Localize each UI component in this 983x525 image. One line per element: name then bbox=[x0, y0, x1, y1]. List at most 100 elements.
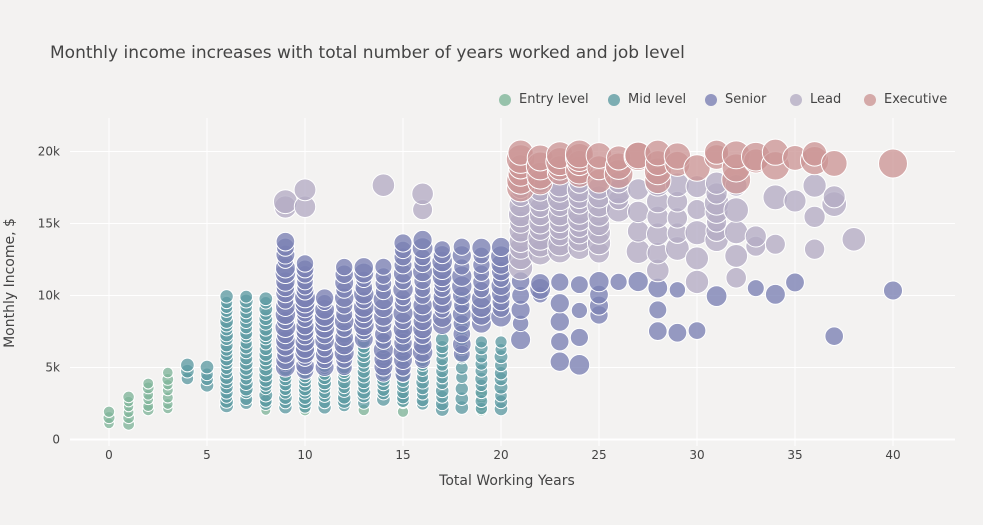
chart-title: Monthly income increases with total numb… bbox=[50, 43, 685, 63]
data-point bbox=[569, 327, 589, 348]
data-point bbox=[764, 283, 786, 305]
data-point bbox=[471, 237, 492, 258]
data-point bbox=[609, 272, 628, 291]
data-point bbox=[626, 219, 650, 243]
x-tick-label: 20 bbox=[493, 448, 508, 462]
data-point bbox=[180, 357, 195, 373]
data-point bbox=[510, 329, 532, 351]
data-point bbox=[803, 238, 826, 260]
data-point bbox=[820, 149, 848, 177]
data-point bbox=[102, 405, 116, 418]
data-point bbox=[549, 351, 570, 372]
legend-label: Entry level bbox=[519, 92, 589, 107]
data-point bbox=[452, 237, 471, 256]
axes: 0 5 10 15 20 25 30 35 40 0 5k 10k 15k 20k bbox=[38, 145, 901, 463]
data-point bbox=[684, 269, 710, 295]
data-point bbox=[199, 359, 215, 375]
data-point bbox=[785, 272, 805, 293]
data-point bbox=[744, 225, 767, 248]
data-point bbox=[550, 331, 570, 352]
data-point bbox=[724, 244, 749, 268]
data-point bbox=[374, 257, 393, 276]
data-point bbox=[625, 238, 651, 264]
data-point bbox=[878, 148, 908, 179]
data-point bbox=[219, 289, 234, 304]
data-point bbox=[783, 189, 807, 213]
legend-item-entry-level[interactable]: Entry level bbox=[499, 92, 589, 107]
data-point bbox=[725, 267, 747, 289]
legend-marker bbox=[790, 93, 802, 106]
data-point bbox=[824, 326, 844, 346]
data-point bbox=[293, 178, 317, 202]
data-point bbox=[667, 322, 688, 343]
data-point bbox=[568, 354, 591, 376]
y-axis-title: Monthly Income, $ bbox=[2, 218, 18, 348]
data-point bbox=[570, 301, 589, 320]
data-point bbox=[627, 270, 649, 293]
data-point bbox=[687, 321, 707, 340]
data-point bbox=[684, 246, 710, 271]
y-tick-label: 5k bbox=[45, 361, 60, 375]
data-point bbox=[764, 233, 786, 255]
data-point bbox=[746, 279, 765, 298]
data-point bbox=[335, 257, 354, 277]
legend-marker bbox=[705, 93, 717, 106]
data-point bbox=[668, 281, 687, 299]
data-point bbox=[882, 280, 904, 301]
x-tick-label: 35 bbox=[787, 448, 802, 462]
data-point bbox=[275, 231, 296, 252]
x-tick-label: 5 bbox=[203, 448, 211, 462]
legend-item-senior[interactable]: Senior bbox=[705, 92, 766, 107]
data-point bbox=[627, 200, 650, 224]
data-point bbox=[802, 173, 827, 198]
x-tick-label: 15 bbox=[395, 448, 410, 462]
x-tick-label: 40 bbox=[885, 448, 900, 462]
data-point bbox=[239, 289, 254, 304]
legend-marker bbox=[864, 93, 876, 106]
y-tick-label: 10k bbox=[38, 289, 60, 303]
data-point bbox=[454, 381, 469, 396]
data-point bbox=[803, 205, 826, 228]
legend-label: Executive bbox=[884, 92, 948, 107]
data-point bbox=[142, 377, 155, 390]
data-point bbox=[412, 229, 433, 251]
legend-item-mid-level[interactable]: Mid level bbox=[608, 92, 686, 107]
y-tick-label: 15k bbox=[38, 217, 60, 231]
data-point bbox=[705, 285, 728, 307]
data-point bbox=[490, 236, 512, 258]
data-point bbox=[550, 272, 570, 292]
x-tick-label: 30 bbox=[689, 448, 704, 462]
legend-label: Senior bbox=[725, 92, 767, 107]
data-point bbox=[549, 311, 570, 332]
data-point bbox=[122, 390, 135, 404]
data-point bbox=[393, 233, 413, 253]
data-point bbox=[314, 288, 335, 308]
data-points bbox=[102, 138, 908, 431]
data-point bbox=[822, 185, 846, 209]
data-point bbox=[411, 182, 434, 206]
data-point bbox=[549, 293, 570, 314]
data-point bbox=[494, 335, 508, 349]
legend-item-lead[interactable]: Lead bbox=[790, 92, 841, 107]
data-point bbox=[648, 300, 668, 320]
legend-item-executive[interactable]: Executive bbox=[864, 92, 947, 107]
data-point bbox=[161, 366, 174, 379]
data-point bbox=[569, 275, 589, 295]
x-tick-label: 25 bbox=[591, 448, 606, 462]
data-point bbox=[474, 335, 489, 349]
data-point bbox=[588, 271, 610, 293]
legend-marker bbox=[608, 93, 620, 106]
x-axis-title: Total Working Years bbox=[438, 473, 575, 489]
data-point bbox=[258, 291, 274, 307]
x-tick-label: 10 bbox=[297, 448, 312, 462]
legend-label: Mid level bbox=[628, 92, 687, 107]
x-tick-label: 0 bbox=[105, 448, 113, 462]
y-tick-label: 0 bbox=[52, 433, 60, 447]
data-point bbox=[295, 254, 315, 273]
y-tick-label: 20k bbox=[38, 145, 60, 159]
data-point bbox=[530, 273, 551, 294]
data-point bbox=[433, 240, 451, 258]
data-point bbox=[272, 189, 298, 215]
data-point bbox=[841, 227, 867, 252]
